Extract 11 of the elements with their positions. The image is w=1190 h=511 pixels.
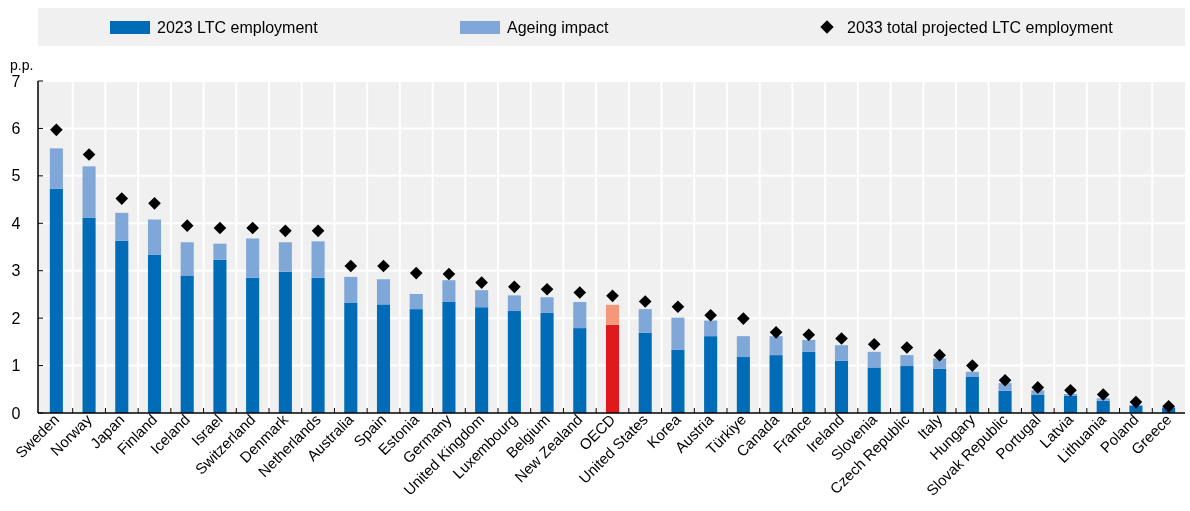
y-tick-label: 6: [11, 120, 21, 138]
legend-label: 2033 total projected LTC employment: [847, 19, 1114, 36]
legend-label: Ageing impact: [507, 19, 609, 36]
y-tick-label: 5: [11, 167, 21, 185]
y-tick-label: 3: [11, 262, 21, 280]
y-tick-label: 1: [11, 357, 21, 375]
legend-label: 2023 LTC employment: [157, 19, 319, 36]
y-axis-title: p.p.: [10, 57, 34, 73]
y-tick-label: 2: [11, 309, 21, 327]
y-tick-label: 7: [11, 72, 21, 90]
y-tick-label: 4: [11, 214, 21, 232]
